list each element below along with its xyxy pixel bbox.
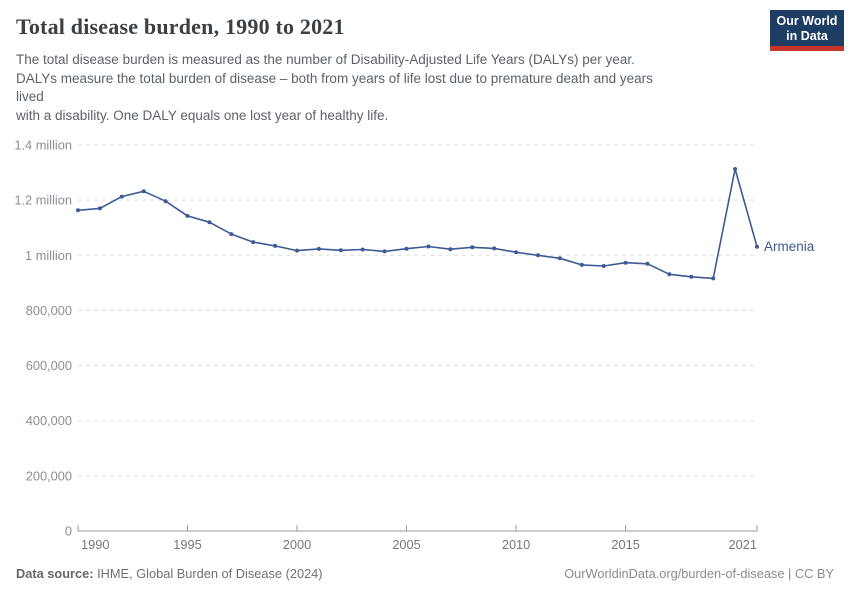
y-axis-tick-label: 0 <box>65 524 72 539</box>
data-point[interactable] <box>360 247 365 252</box>
data-point[interactable] <box>755 244 759 249</box>
chart-canvas[interactable]: 0 200,000 400,000 600,000 800,000 1 million 1.… <box>0 130 850 562</box>
data-point[interactable] <box>667 272 672 277</box>
data-point[interactable] <box>579 262 584 267</box>
data-point[interactable] <box>711 276 716 281</box>
series-label[interactable]: Armenia <box>764 239 815 254</box>
data-point[interactable] <box>76 208 80 213</box>
data-point[interactable] <box>185 213 190 218</box>
data-point[interactable] <box>382 249 387 254</box>
x-axis-tick-label: 2000 <box>283 537 311 552</box>
series-line[interactable] <box>77 168 758 280</box>
footer: Data source: IHME, Global Burden of Dise… <box>16 566 834 581</box>
data-point[interactable] <box>536 253 540 258</box>
data-point[interactable] <box>251 240 256 245</box>
x-axis-tick-label: 2015 <box>611 537 639 552</box>
chart-subtitle: The total disease burden is measured as … <box>16 52 653 123</box>
data-source-value: IHME, Global Burden of Disease (2024) <box>93 566 323 581</box>
data-source-label: Data source: <box>16 566 94 581</box>
x-axis-tick-label: 1990 <box>81 537 109 552</box>
data-point[interactable] <box>273 243 278 248</box>
y-axis-tick-label: 600,000 <box>26 358 72 373</box>
data-point[interactable] <box>141 189 146 194</box>
data-point[interactable] <box>470 245 475 250</box>
owid-logo-line1: Our World <box>776 14 838 28</box>
data-point[interactable] <box>316 246 321 251</box>
data-point[interactable] <box>426 244 431 249</box>
x-axis-tick-label: 2021 <box>729 537 757 552</box>
data-point[interactable] <box>119 194 124 199</box>
data-source[interactable]: Data source: IHME, Global Burden of Dise… <box>16 566 323 581</box>
data-point[interactable] <box>404 246 409 251</box>
owid-logo-line2: in Data <box>786 28 828 43</box>
y-axis-tick-label: 1 million <box>25 248 72 263</box>
data-point[interactable] <box>601 264 606 268</box>
x-axis-tick-label: 2005 <box>392 537 420 552</box>
y-axis-tick-label: 800,000 <box>26 303 72 318</box>
y-axis-tick-label: 200,000 <box>26 468 72 483</box>
data-point[interactable] <box>338 248 343 253</box>
data-point[interactable] <box>295 248 299 253</box>
data-point[interactable] <box>733 167 738 171</box>
owid-logo-text: Our World in Data <box>770 10 844 46</box>
data-point[interactable] <box>557 256 562 261</box>
y-axis-tick-label: 1.4 million <box>14 138 72 153</box>
data-point[interactable] <box>97 206 102 211</box>
y-axis-tick-label: 400,000 <box>26 413 72 428</box>
x-axis-tick-label: 2010 <box>502 537 530 552</box>
data-point[interactable] <box>163 199 168 204</box>
data-point[interactable] <box>229 232 234 237</box>
owid-logo-red-bar <box>770 46 844 51</box>
data-point[interactable] <box>492 246 497 251</box>
owid-logo[interactable]: Our World in Data <box>770 10 844 51</box>
data-point[interactable] <box>645 261 650 266</box>
data-point[interactable] <box>448 247 453 252</box>
data-point[interactable] <box>514 250 519 255</box>
x-axis-tick-label: 1995 <box>173 537 201 552</box>
data-point[interactable] <box>207 220 212 225</box>
data-point[interactable] <box>623 260 628 265</box>
chart-title: Total disease burden, 1990 to 2021 <box>16 14 345 39</box>
data-point[interactable] <box>689 274 694 279</box>
license-credit[interactable]: OurWorldinData.org/burden-of-disease | C… <box>564 566 834 581</box>
y-axis-tick-label: 1.2 million <box>14 193 72 208</box>
